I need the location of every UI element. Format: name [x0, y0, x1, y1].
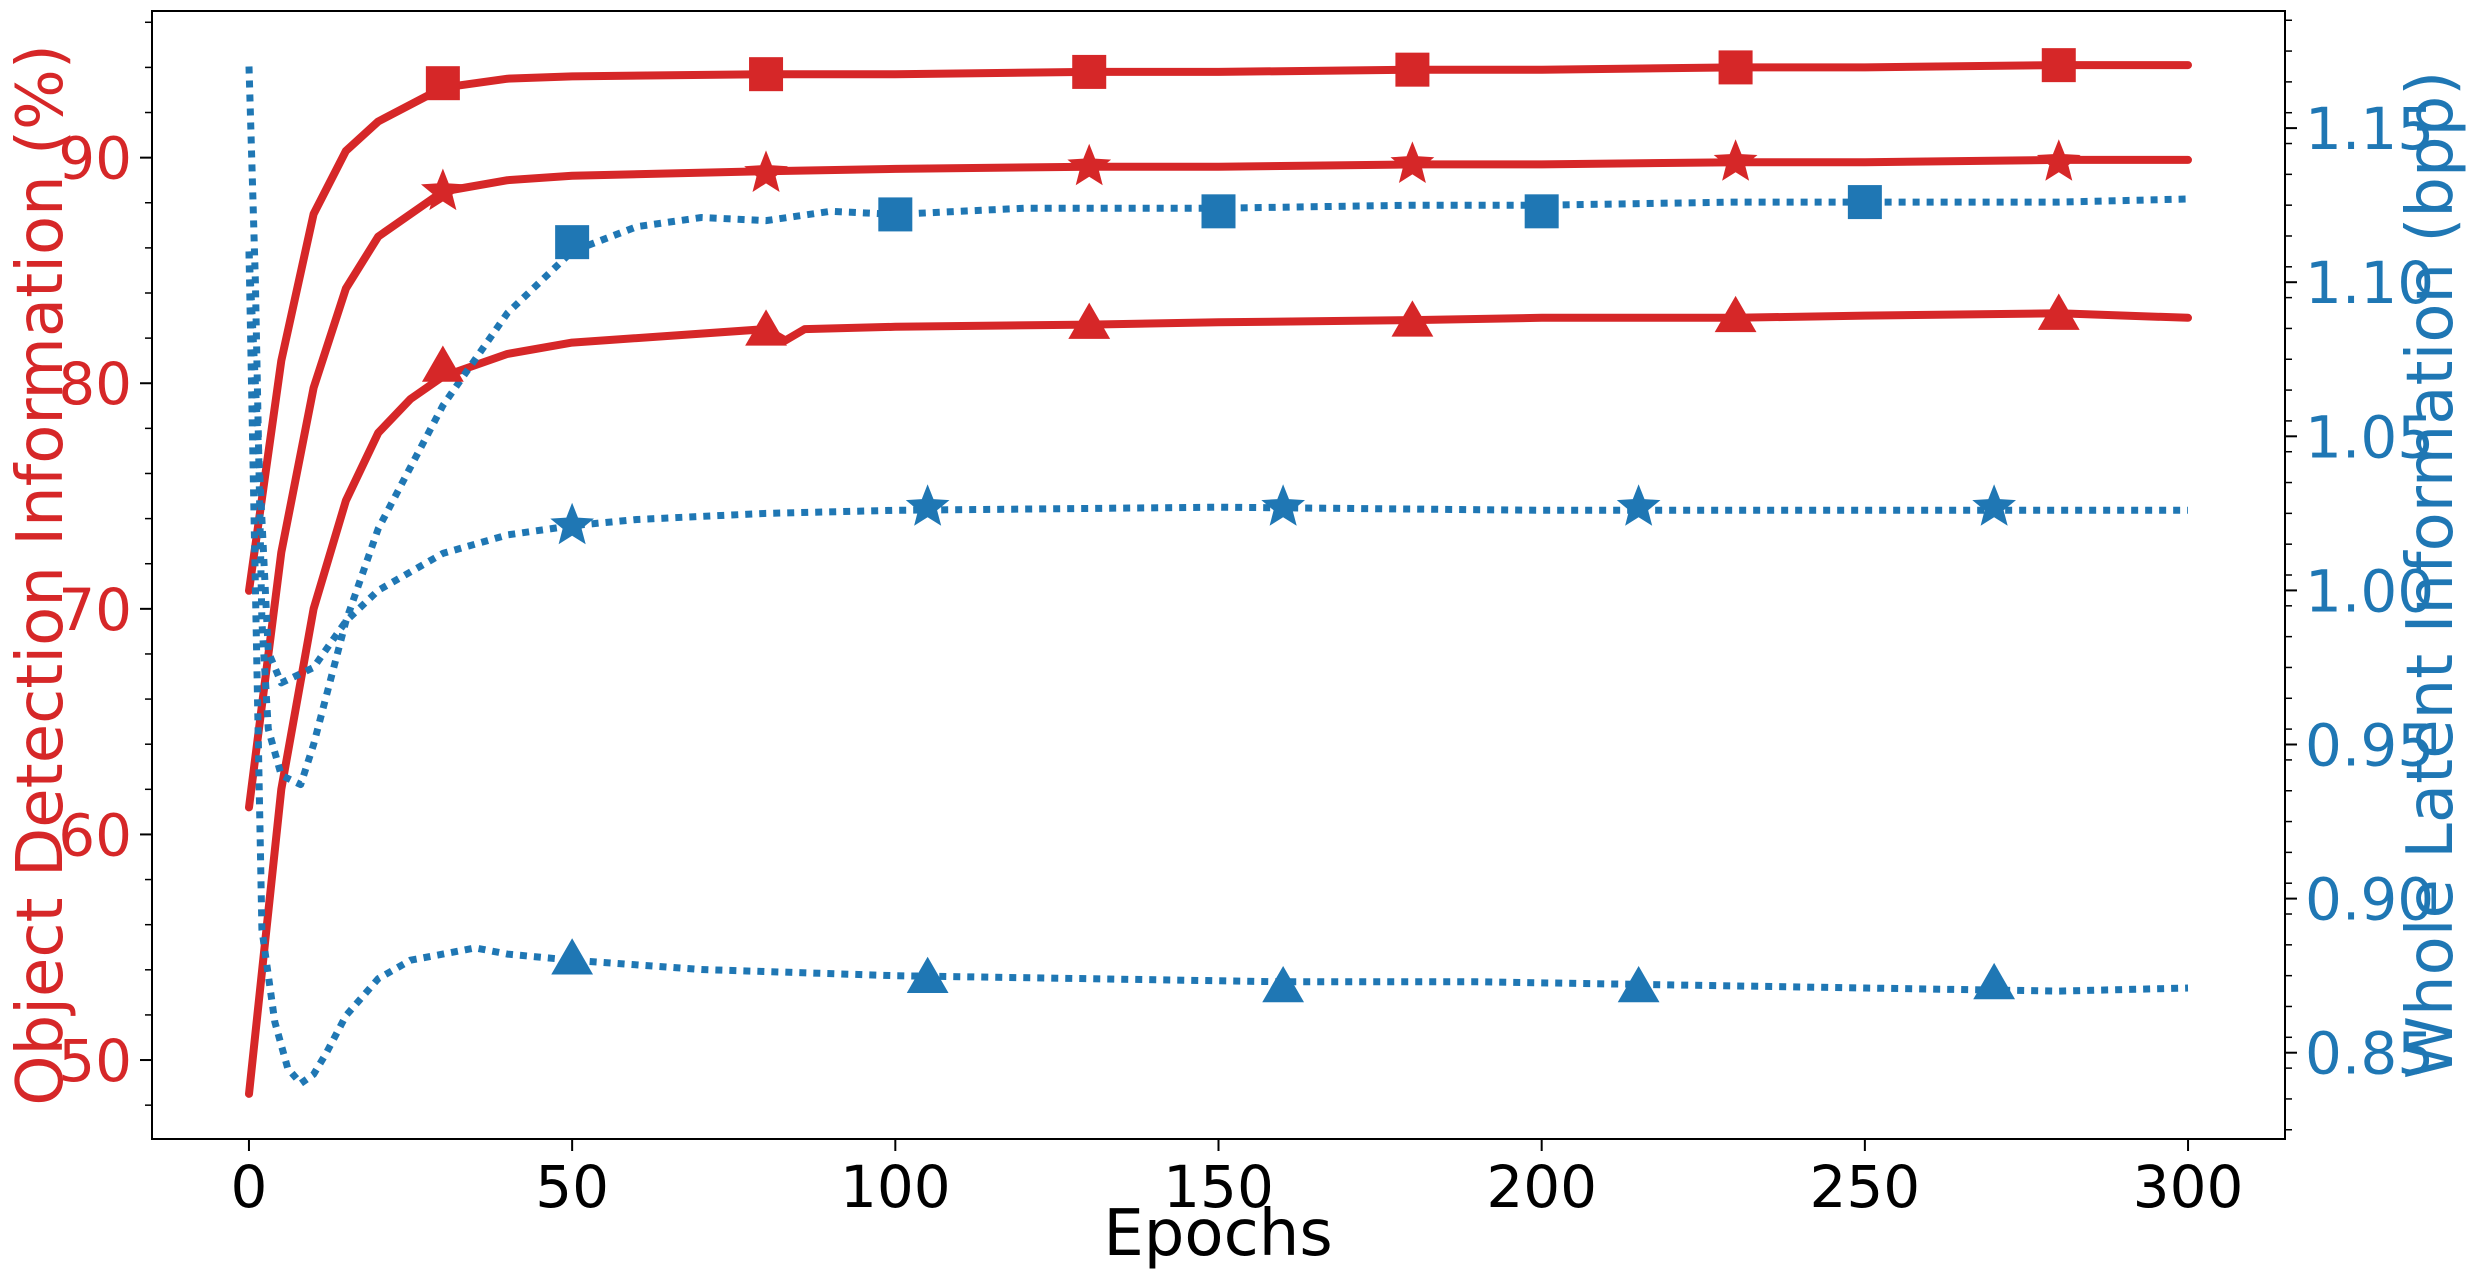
series-4-marker-square: [1847, 185, 1882, 220]
series-6-marker-triangle: [1973, 962, 2016, 1000]
y-right-tick-label: 0.85: [2305, 1020, 2434, 1088]
series-2-marker-star: [1067, 143, 1112, 186]
series-2-marker-star: [2036, 139, 2081, 181]
x-tick-label: 250: [1810, 1153, 1921, 1221]
series-3-marker-triangle: [1068, 302, 1111, 339]
series-1-marker-square: [425, 66, 460, 101]
series-line-3: [245, 309, 2192, 1098]
series-line-6: [245, 251, 2189, 1087]
y-left-axis-title: Object Detection Information (%): [4, 44, 78, 1106]
series-5-marker-star: [1972, 484, 2016, 526]
series-1-marker-square: [1718, 50, 1753, 85]
x-tick-label: 200: [1486, 1153, 1597, 1221]
y-right-axis-title: Whole Latent Information (bpp): [2394, 71, 2468, 1079]
y-left-tick-label: 90: [58, 125, 132, 193]
series-1-marker-square: [1395, 52, 1430, 87]
series-4-marker-square: [555, 225, 590, 260]
x-tick-label: 50: [535, 1153, 609, 1221]
series-5-marker-star: [1616, 484, 1661, 526]
series-6-marker-triangle: [1262, 965, 1305, 1003]
y-right-tick-label: 1.10: [2305, 249, 2434, 317]
series-3-marker-triangle: [745, 309, 787, 346]
series-lines: [245, 61, 2192, 1098]
y-left-tick-label: 80: [58, 350, 132, 418]
series-line-1: [245, 61, 2192, 595]
x-tick-label: 150: [1163, 1153, 1274, 1221]
series-2-marker-star: [744, 150, 788, 192]
y-right-tick-label: 0.90: [2305, 866, 2434, 934]
series-line-2: [245, 155, 2192, 812]
series-1-marker-square: [749, 57, 784, 92]
series-1-marker-square: [2041, 48, 2076, 83]
x-tick-label: 300: [2133, 1153, 2244, 1221]
y-left-axis: 50 60 70 80 90: [58, 21, 152, 1106]
series-4-marker-square: [1201, 194, 1236, 229]
x-tick-label: 0: [231, 1153, 268, 1221]
x-axis: 0 50 100 150 200 250 300: [231, 1139, 2244, 1221]
series-line-4: [245, 66, 2189, 789]
plot-frame: [151, 10, 2286, 1140]
y-right-tick-label: 1.15: [2305, 95, 2434, 163]
y-left-tick-label: 70: [58, 576, 132, 644]
series-2-marker-star: [421, 168, 465, 211]
series-5-marker-star: [550, 502, 594, 545]
x-tick-label: 100: [840, 1153, 951, 1221]
series-2-marker-star: [1713, 139, 1758, 181]
series-6-marker-triangle: [906, 956, 949, 994]
series-3-marker-triangle: [1714, 295, 1757, 333]
y-left-tick-label: 50: [58, 1027, 132, 1095]
series-3-marker-triangle: [1391, 300, 1434, 337]
series-5-marker-star: [905, 484, 950, 526]
series-3-marker-triangle: [2037, 293, 2080, 330]
series-6-marker-triangle: [1617, 965, 1660, 1003]
series-1-marker-square: [1072, 54, 1107, 89]
series-4-marker-square: [1524, 194, 1559, 229]
series-6-marker-triangle: [551, 938, 594, 975]
series-2-marker-star: [1390, 141, 1435, 183]
y-right-tick-label: 0.95: [2305, 712, 2434, 780]
y-right-tick-label: 1.05: [2305, 403, 2434, 471]
y-left-tick-label: 60: [58, 801, 132, 869]
y-right-axis: 0.85 0.90 0.95 1.00 1.05 1.10 1.15: [2285, 19, 2434, 1131]
y-right-tick-label: 1.00: [2305, 557, 2434, 625]
x-axis-title: Epochs: [1103, 1197, 1332, 1271]
series-3-marker-triangle: [421, 345, 464, 382]
series-4-marker-square: [878, 197, 913, 232]
series-5-marker-star: [1261, 484, 1305, 526]
series-markers: [421, 48, 2081, 1003]
